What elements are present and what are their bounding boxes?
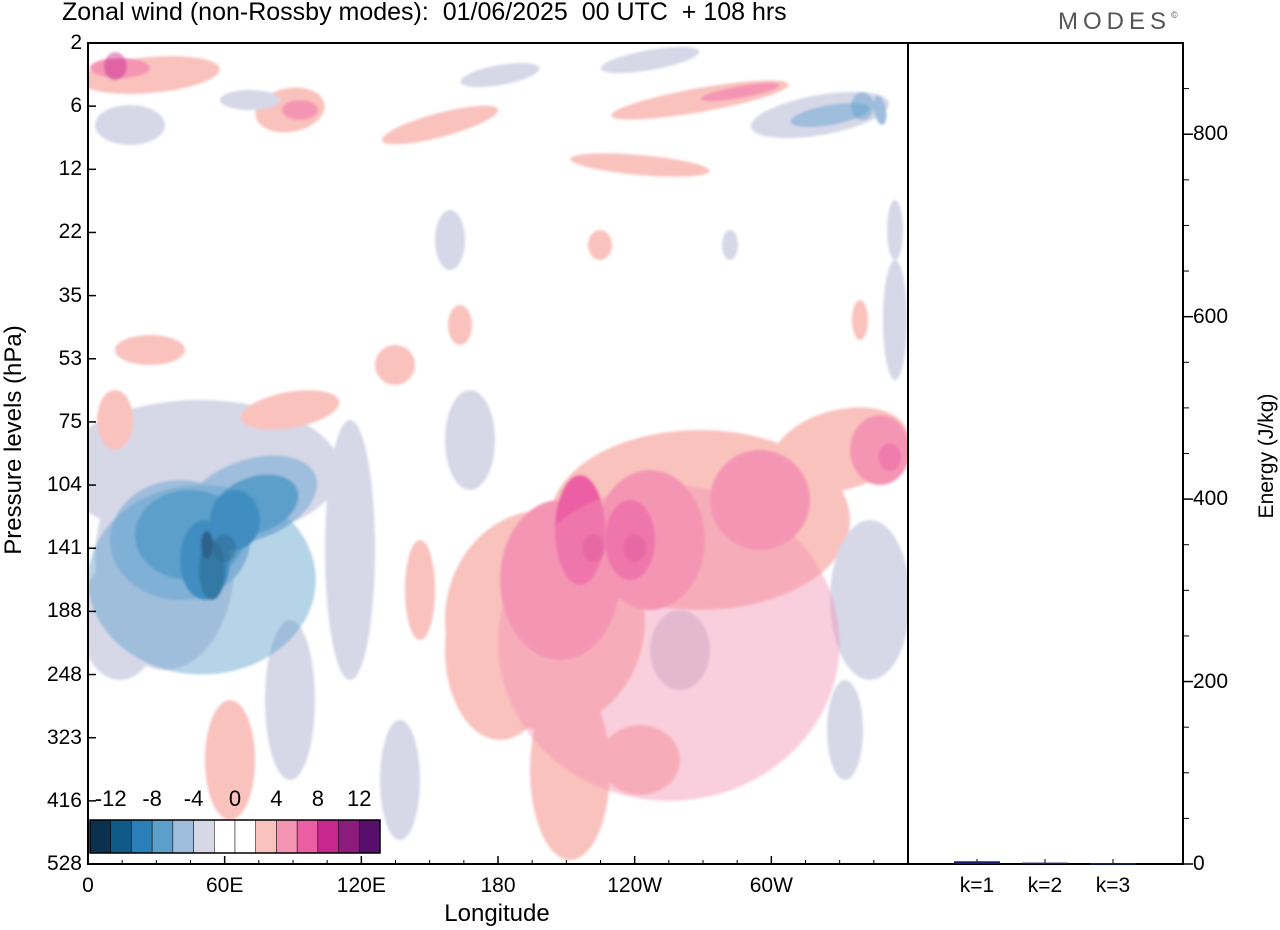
energy-tick-label: 400 bbox=[1193, 487, 1229, 511]
contour-shape bbox=[887, 200, 903, 260]
colorbar-tick-label: 0 bbox=[228, 786, 242, 811]
brand-logo: MODES© bbox=[1058, 8, 1178, 36]
contour-shape bbox=[883, 260, 907, 380]
feature-mark bbox=[88, 485, 316, 675]
energy-tick-label: 600 bbox=[1193, 304, 1229, 328]
y-tick-label: 2 bbox=[70, 31, 82, 54]
energy-bar bbox=[1022, 862, 1068, 865]
colorbar-swatch bbox=[151, 819, 174, 854]
contour-shape bbox=[240, 390, 340, 430]
y-tick-label: 188 bbox=[46, 599, 82, 623]
contour-shape bbox=[827, 680, 863, 780]
brand-name: MODES bbox=[1058, 8, 1172, 35]
colorbar-swatch bbox=[255, 819, 277, 854]
colorbar-swatch bbox=[359, 819, 381, 854]
x-tick-label: 60W bbox=[749, 874, 793, 897]
bar-category-label: k=3 bbox=[1095, 874, 1131, 897]
contour-shape bbox=[435, 210, 465, 270]
contour-shape bbox=[220, 90, 280, 110]
bar-category-label: k=1 bbox=[959, 874, 995, 897]
contour-shape bbox=[380, 720, 420, 840]
y-tick-label: 6 bbox=[70, 94, 82, 118]
contour-shape bbox=[852, 300, 868, 340]
colorbar-swatch bbox=[296, 819, 319, 854]
contour-shape bbox=[588, 230, 612, 260]
contour-shape bbox=[445, 390, 495, 490]
colorbar-swatch bbox=[89, 819, 111, 854]
colorbar-swatch bbox=[317, 819, 339, 854]
colorbar-tick-label: -4 bbox=[183, 786, 204, 811]
colorbar-swatch bbox=[234, 819, 256, 854]
contour-shape bbox=[381, 105, 499, 145]
chart-title: Zonal wind (non-Rossby modes): 01/06/202… bbox=[62, 0, 787, 26]
y-tick-label: 416 bbox=[46, 788, 82, 812]
energy-plot-frame bbox=[907, 42, 1184, 865]
feature-mark bbox=[498, 485, 840, 801]
plot-frames bbox=[87, 42, 1193, 865]
contour-shape bbox=[205, 700, 255, 820]
y-tick-label: 141 bbox=[46, 536, 82, 560]
x-tick-label: 0 bbox=[82, 874, 94, 897]
energy-axis-label: Energy (J/kg) bbox=[1255, 393, 1278, 519]
feature-mark bbox=[103, 52, 127, 81]
colorbar-swatch bbox=[276, 819, 298, 854]
contour-shape bbox=[722, 230, 738, 260]
contour-shape bbox=[830, 520, 908, 680]
feature-mark bbox=[878, 443, 902, 472]
y-tick-label: 528 bbox=[46, 852, 82, 875]
contour-shape bbox=[448, 305, 472, 345]
x-tick-label: 120W bbox=[607, 874, 663, 897]
contour-shape bbox=[115, 335, 185, 365]
contour-shape bbox=[95, 105, 165, 145]
colorbar-tick-label: -8 bbox=[142, 786, 162, 811]
y-tick-label: 22 bbox=[58, 220, 82, 244]
x-tick-label: 60E bbox=[205, 874, 244, 897]
x-tick-label: 120E bbox=[336, 874, 386, 897]
contour-shape bbox=[600, 46, 700, 74]
y-tick-label: 104 bbox=[46, 473, 82, 497]
energy-bar bbox=[1090, 863, 1136, 865]
energy-tick-label: 0 bbox=[1193, 852, 1205, 875]
y-tick-label: 35 bbox=[58, 283, 82, 307]
contour-shape bbox=[873, 95, 887, 125]
contour-shape bbox=[460, 62, 540, 88]
contour-shape bbox=[405, 540, 435, 640]
x-tick-label: 180 bbox=[480, 874, 516, 897]
contour-shape bbox=[265, 620, 315, 780]
energy-bars bbox=[954, 861, 1136, 865]
energy-bar bbox=[954, 861, 1000, 864]
colorbar-tick-label: 12 bbox=[347, 786, 372, 811]
brand-mark: © bbox=[1171, 10, 1178, 20]
colorbar-tick-label: 8 bbox=[311, 786, 324, 811]
colorbar-swatch bbox=[193, 819, 215, 854]
feature-mark bbox=[851, 92, 874, 121]
colorbar-swatch bbox=[214, 819, 236, 854]
contour-shape bbox=[325, 420, 375, 680]
contour-shape bbox=[375, 345, 415, 385]
y-tick-label: 75 bbox=[58, 409, 82, 433]
colorbar-frame bbox=[89, 819, 381, 854]
energy-tick-label: 800 bbox=[1193, 122, 1229, 146]
contour-shape bbox=[570, 153, 710, 177]
colorbar bbox=[89, 819, 381, 854]
y-tick-label: 12 bbox=[58, 157, 82, 181]
colorbar-swatch bbox=[131, 819, 153, 854]
contour-shape bbox=[97, 390, 133, 450]
colorbar-swatch bbox=[338, 819, 360, 854]
y-tick-label: 248 bbox=[46, 662, 82, 686]
y-tick-label: 323 bbox=[46, 725, 82, 749]
x-axis-label: Longitude bbox=[444, 900, 550, 927]
contour-shape bbox=[790, 102, 870, 128]
bar-category-label: k=2 bbox=[1027, 874, 1063, 897]
y-tick-label: 53 bbox=[58, 346, 82, 370]
colorbar-swatch bbox=[172, 819, 194, 854]
contour-shape bbox=[282, 100, 318, 120]
contour-shape bbox=[700, 82, 780, 102]
colorbar-swatch bbox=[110, 819, 132, 854]
colorbar-tick-label: 4 bbox=[270, 786, 283, 811]
contour-field bbox=[88, 46, 908, 860]
colorbar-tick-label: -12 bbox=[94, 786, 127, 811]
energy-tick-label: 200 bbox=[1193, 669, 1229, 693]
